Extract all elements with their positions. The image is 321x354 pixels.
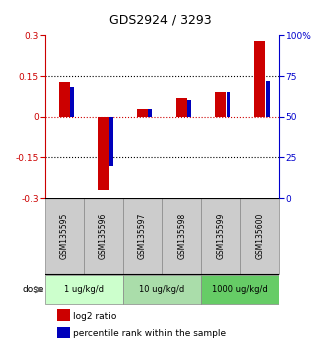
Bar: [45, 275, 123, 304]
Bar: [57, 327, 70, 338]
Bar: [148, 109, 152, 117]
Bar: [57, 309, 70, 321]
Bar: [109, 117, 113, 166]
Bar: [123, 198, 162, 274]
Bar: [201, 275, 279, 304]
Text: percentile rank within the sample: percentile rank within the sample: [73, 330, 226, 338]
Bar: [70, 87, 74, 117]
Text: 10 ug/kg/d: 10 ug/kg/d: [140, 285, 185, 294]
Bar: [215, 92, 226, 117]
Text: GSM135597: GSM135597: [138, 213, 147, 259]
Bar: [137, 109, 148, 117]
Text: GSM135598: GSM135598: [177, 213, 186, 259]
Text: GSM135599: GSM135599: [216, 213, 225, 259]
Bar: [59, 81, 70, 117]
Bar: [254, 41, 265, 117]
Bar: [162, 198, 201, 274]
Bar: [84, 198, 123, 274]
Bar: [201, 198, 240, 274]
Bar: [123, 275, 201, 304]
Text: 1000 ug/kg/d: 1000 ug/kg/d: [212, 285, 268, 294]
Bar: [265, 81, 270, 117]
Bar: [176, 98, 187, 117]
Text: GSM135595: GSM135595: [60, 213, 69, 259]
Text: log2 ratio: log2 ratio: [73, 312, 117, 321]
Bar: [45, 198, 84, 274]
Bar: [187, 101, 191, 117]
Text: dose: dose: [23, 285, 44, 294]
Text: GDS2924 / 3293: GDS2924 / 3293: [109, 13, 212, 27]
Text: 1 ug/kg/d: 1 ug/kg/d: [64, 285, 104, 294]
Bar: [240, 198, 279, 274]
Text: GSM135596: GSM135596: [99, 213, 108, 259]
Bar: [227, 92, 230, 117]
Text: GSM135600: GSM135600: [255, 213, 264, 259]
Bar: [98, 117, 109, 190]
